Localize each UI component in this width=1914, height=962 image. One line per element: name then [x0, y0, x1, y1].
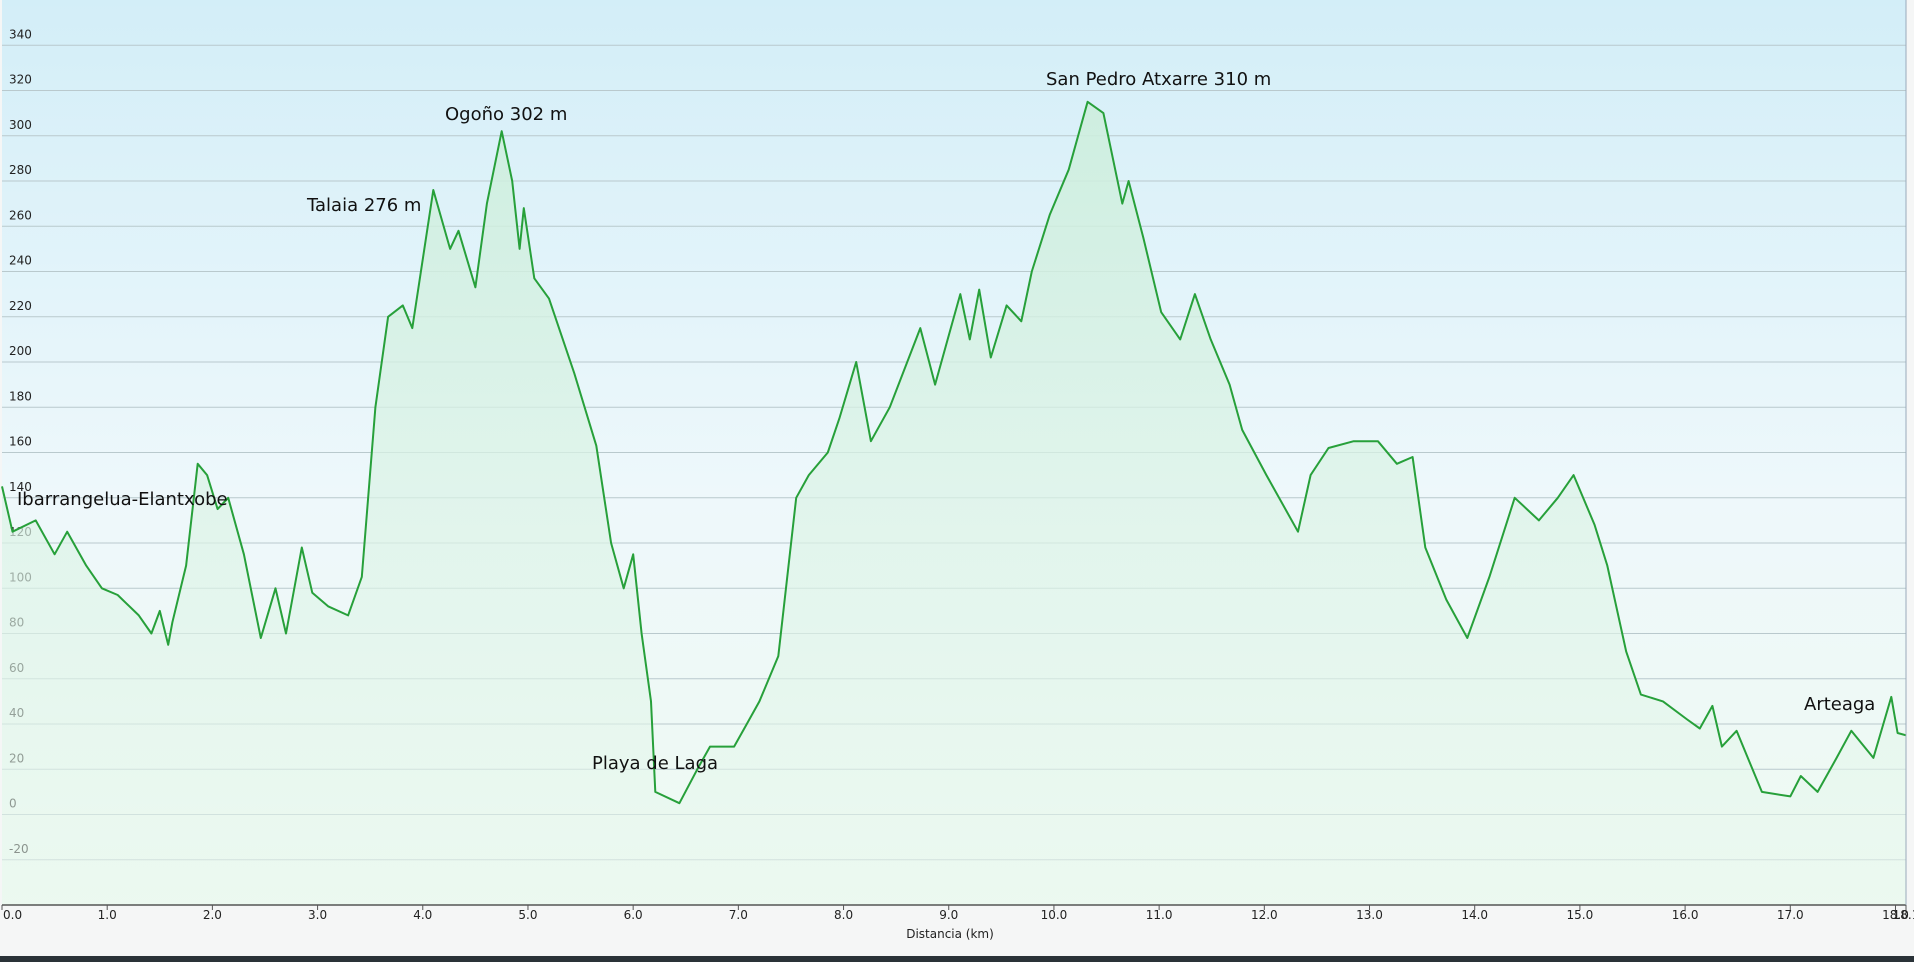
- y-tick-label: 280: [9, 163, 32, 177]
- annotation: Talaia 276 m: [306, 195, 421, 216]
- x-tick-label: 18.0: [1882, 908, 1909, 922]
- x-tick-label: 16.0: [1672, 908, 1699, 922]
- bottom-bar: [0, 956, 1914, 962]
- x-tick-label: 8.0: [834, 908, 853, 922]
- x-tick-label: 6.0: [624, 908, 643, 922]
- x-tick-label: 17.0: [1777, 908, 1804, 922]
- annotation: Ibarrangelua-Elantxobe: [17, 489, 228, 510]
- x-tick-label: 14.0: [1461, 908, 1488, 922]
- x-tick-label: 9.0: [939, 908, 958, 922]
- x-tick-label: 10.0: [1041, 908, 1068, 922]
- y-tick-label: 140: [9, 480, 32, 494]
- y-tick-label: 220: [9, 299, 32, 313]
- y-tick-label: 240: [9, 254, 32, 268]
- x-tick-label: 4.0: [413, 908, 432, 922]
- x-tick-label: 1.0: [98, 908, 117, 922]
- annotation: Arteaga: [1804, 694, 1875, 715]
- x-axis-label: Distancia (km): [906, 927, 994, 941]
- annotation: Playa de Laga: [592, 753, 718, 774]
- x-tick-label: 5.0: [518, 908, 537, 922]
- y-tick-label: 340: [9, 27, 32, 41]
- elevation-line: [1, 100, 1907, 805]
- x-tick-label: 3.0: [308, 908, 327, 922]
- y-tick-label: 260: [9, 208, 32, 222]
- x-tick-label: 11.0: [1146, 908, 1173, 922]
- x-tick-label: 7.0: [729, 908, 748, 922]
- annotation: Ogoño 302 m: [445, 104, 567, 125]
- y-tick-label: 180: [9, 389, 32, 403]
- y-tick-label: 160: [9, 435, 32, 449]
- x-tick-label: 0.0: [3, 908, 22, 922]
- area-fill: [2, 101, 1906, 906]
- annotation: San Pedro Atxarre 310 m: [1046, 69, 1271, 90]
- x-tick-label: 15.0: [1567, 908, 1594, 922]
- y-tick-label: 320: [9, 73, 32, 87]
- y-tick-label: 200: [9, 344, 32, 358]
- y-tick-label: 300: [9, 118, 32, 132]
- x-tick-label: 13.0: [1356, 908, 1383, 922]
- x-tick-label: 2.0: [203, 908, 222, 922]
- x-tick-label: 12.0: [1251, 908, 1278, 922]
- x-tick-label: 18.1: [1893, 908, 1914, 922]
